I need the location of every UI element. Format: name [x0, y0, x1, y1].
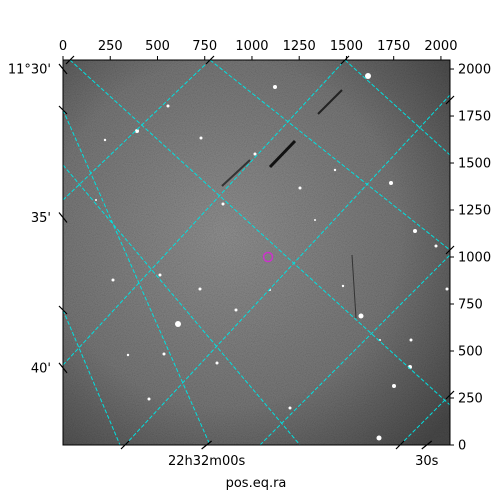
y-pixel-tick-label: 0: [458, 439, 466, 454]
y-pixel-tick-label: 2000: [458, 63, 491, 78]
world-tick: [205, 55, 215, 65]
star-field: [63, 60, 450, 445]
world-tick: [395, 440, 405, 450]
grid-line: [344, 60, 450, 156]
plot-frame: [62, 59, 451, 446]
y-pixel-tick-label: 1000: [458, 251, 491, 266]
x-pixel-tick-label: 250: [98, 39, 123, 54]
y-pixel-tick-label: 750: [458, 298, 483, 313]
x-pixel-tick-label: 0: [59, 39, 67, 54]
axis-labels: 0 250 500 750 1000 1250 1500 1750 2000 0 250 500 750…: [8, 39, 491, 469]
y-pixel-tick-label: 250: [458, 392, 483, 407]
ra-tick: [201, 440, 212, 450]
world-tick: [120, 440, 130, 450]
x-pixel-tick-label: 2000: [424, 39, 457, 54]
x-pixel-tick-label: 1250: [283, 39, 316, 54]
grid-line: [63, 309, 121, 445]
grid-line: [63, 164, 301, 445]
grid-line: [259, 254, 450, 445]
dec-tick-label: 40': [31, 361, 51, 376]
grid-line: [63, 60, 346, 366]
y-pixel-tick-label: 1250: [458, 204, 491, 219]
dec-tick: [58, 63, 68, 75]
grid-line: [63, 109, 211, 445]
world-tick: [340, 55, 350, 65]
ra-tick-label: 30s: [415, 454, 439, 469]
dec-tick-label: 11°30': [8, 63, 51, 78]
world-tick: [65, 55, 75, 65]
world-tick: [58, 305, 68, 315]
x-pixel-tick-label: 1500: [330, 39, 363, 54]
x-axis-title: pos.eq.ra: [226, 476, 287, 491]
coordinate-grid: [63, 60, 450, 445]
grid-line: [209, 60, 450, 251]
x-pixel-tick-label: 500: [145, 39, 170, 54]
x-pixel-tick-label: 1750: [377, 39, 410, 54]
grid-line: [63, 60, 211, 201]
world-tick: [445, 95, 455, 105]
x-pixel-tick-label: 1000: [235, 39, 268, 54]
dec-tick-label: 35': [31, 211, 51, 226]
y-pixel-tick-label: 500: [458, 345, 483, 360]
image-panel: [62, 59, 451, 446]
grid-line: [69, 60, 450, 406]
y-pixel-tick-label: 1500: [458, 157, 491, 172]
world-tick: [445, 390, 455, 400]
grid-line: [124, 94, 450, 445]
dec-tick: [58, 362, 68, 374]
ra-tick: [421, 440, 433, 450]
world-tick: [58, 105, 68, 115]
target-marker: [262, 251, 274, 263]
y-pixel-tick-label: 1750: [458, 110, 491, 125]
ra-tick-label: 22h32m00s: [168, 454, 246, 469]
x-pixel-tick-label: 750: [192, 39, 217, 54]
dec-tick: [58, 212, 68, 223]
world-tick: [445, 245, 455, 255]
axis-ticks: [58, 55, 455, 450]
